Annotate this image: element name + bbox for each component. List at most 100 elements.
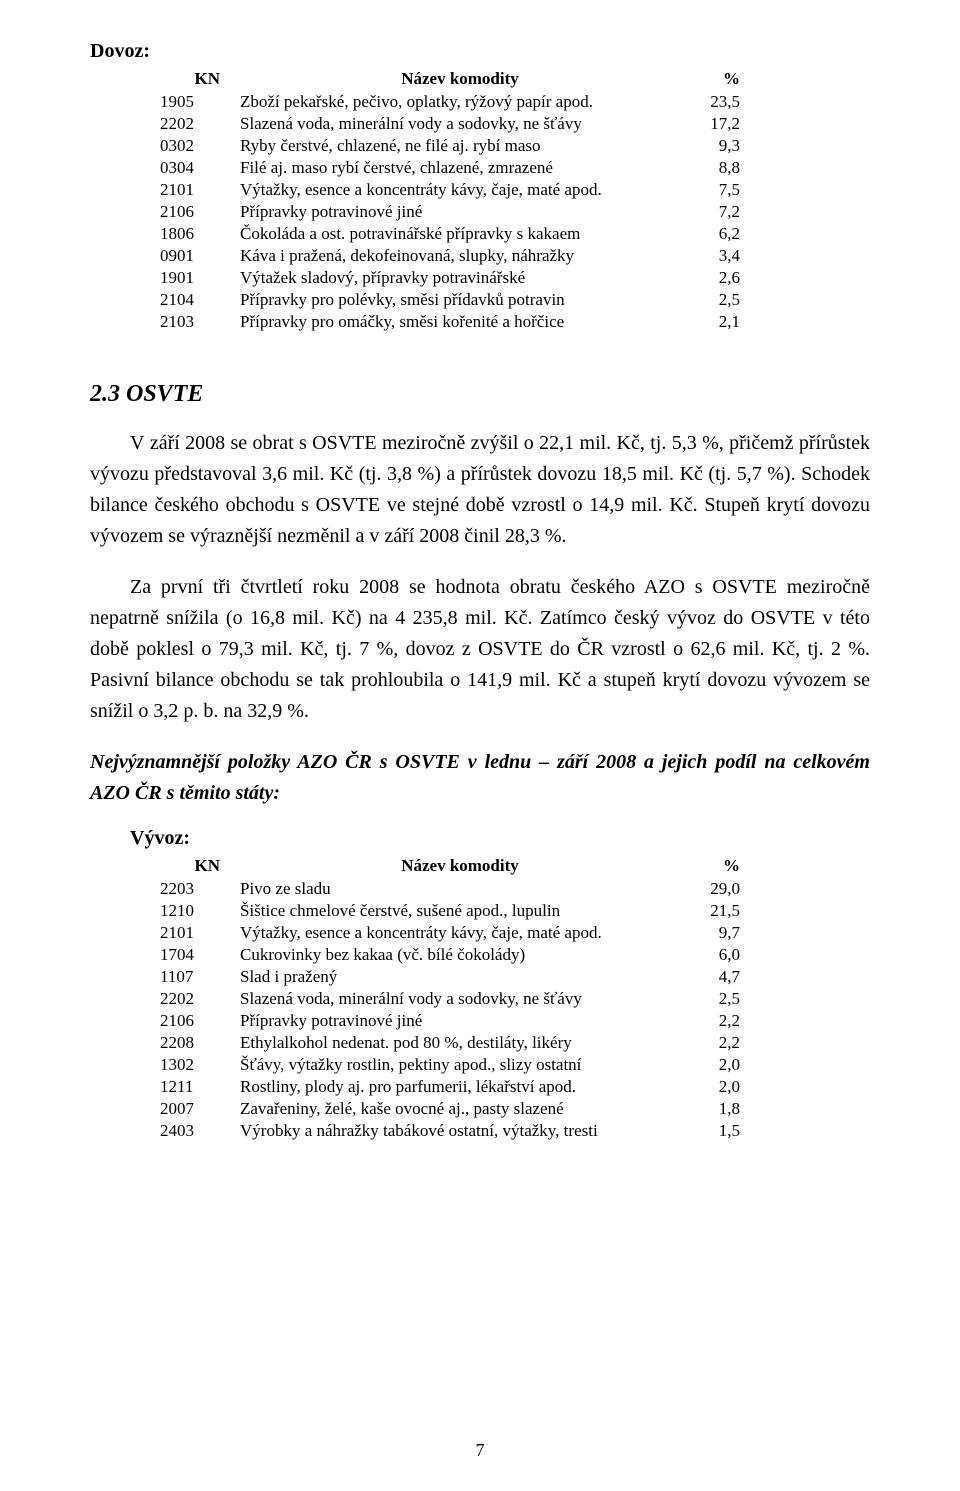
cell-name: Přípravky pro omáčky, směsi kořenité a h… [240, 311, 690, 333]
cell-name: Šištice chmelové čerstvé, sušené apod., … [240, 900, 690, 922]
table-row: 1806Čokoláda a ost. potravinářské přípra… [160, 223, 750, 245]
vyvoz-table: KN Název komodity % 2203Pivo ze sladu29,… [160, 854, 750, 1142]
cell-pct: 2,0 [690, 1054, 750, 1076]
col-kn: KN [160, 854, 240, 878]
cell-pct: 2,5 [690, 988, 750, 1010]
cell-name: Cukrovinky bez kakaa (vč. bílé čokolády) [240, 944, 690, 966]
cell-pct: 17,2 [690, 113, 750, 135]
page-number: 7 [90, 1440, 870, 1461]
table-row: 2202Slazená voda, minerální vody a sodov… [160, 988, 750, 1010]
cell-kn: 1704 [160, 944, 240, 966]
cell-kn: 2007 [160, 1098, 240, 1120]
table-row: 2007Zavařeniny, želé, kaše ovocné aj., p… [160, 1098, 750, 1120]
cell-name: Výtažek sladový, přípravky potravinářské [240, 267, 690, 289]
cell-kn: 0304 [160, 157, 240, 179]
cell-pct: 2,2 [690, 1032, 750, 1054]
cell-name: Přípravky potravinové jiné [240, 1010, 690, 1032]
dovoz-label: Dovoz: [90, 40, 870, 63]
cell-kn: 2101 [160, 922, 240, 944]
cell-kn: 2203 [160, 878, 240, 900]
cell-kn: 1107 [160, 966, 240, 988]
cell-pct: 1,8 [690, 1098, 750, 1120]
paragraph-2: Za první tři čtvrtletí roku 2008 se hodn… [90, 572, 870, 727]
cell-kn: 0901 [160, 245, 240, 267]
cell-kn: 2403 [160, 1120, 240, 1142]
cell-pct: 3,4 [690, 245, 750, 267]
cell-pct: 4,7 [690, 966, 750, 988]
table-row: 2101Výtažky, esence a koncentráty kávy, … [160, 922, 750, 944]
cell-kn: 1302 [160, 1054, 240, 1076]
cell-name: Zboží pekařské, pečivo, oplatky, rýžový … [240, 91, 690, 113]
cell-kn: 1210 [160, 900, 240, 922]
table-row: 1210Šištice chmelové čerstvé, sušené apo… [160, 900, 750, 922]
paragraph-1: V září 2008 se obrat s OSVTE meziročně z… [90, 428, 870, 552]
col-name: Název komodity [240, 854, 690, 878]
table-header-row: KN Název komodity % [160, 854, 750, 878]
cell-pct: 9,7 [690, 922, 750, 944]
cell-kn: 1806 [160, 223, 240, 245]
cell-name: Rostliny, plody aj. pro parfumerii, léka… [240, 1076, 690, 1098]
cell-pct: 2,2 [690, 1010, 750, 1032]
table-row: 2208Ethylalkohol nedenat. pod 80 %, dest… [160, 1032, 750, 1054]
cell-name: Slazená voda, minerální vody a sodovky, … [240, 113, 690, 135]
cell-pct: 8,8 [690, 157, 750, 179]
table-row: 1211Rostliny, plody aj. pro parfumerii, … [160, 1076, 750, 1098]
cell-name: Slad i pražený [240, 966, 690, 988]
table-row: 2106Přípravky potravinové jiné7,2 [160, 201, 750, 223]
cell-kn: 1905 [160, 91, 240, 113]
cell-name: Káva i pražená, dekofeinovaná, slupky, n… [240, 245, 690, 267]
cell-pct: 2,1 [690, 311, 750, 333]
table-row: 2101Výtažky, esence a koncentráty kávy, … [160, 179, 750, 201]
cell-pct: 29,0 [690, 878, 750, 900]
cell-kn: 2103 [160, 311, 240, 333]
table-row: 1905Zboží pekařské, pečivo, oplatky, rýž… [160, 91, 750, 113]
cell-name: Ethylalkohol nedenat. pod 80 %, destilát… [240, 1032, 690, 1054]
cell-name: Výtažky, esence a koncentráty kávy, čaje… [240, 922, 690, 944]
cell-pct: 23,5 [690, 91, 750, 113]
cell-name: Přípravky pro polévky, směsi přídavků po… [240, 289, 690, 311]
table-row: 0302Ryby čerstvé, chlazené, ne filé aj. … [160, 135, 750, 157]
table-header-row: KN Název komodity % [160, 67, 750, 91]
table-row: 2403Výrobky a náhražky tabákové ostatní,… [160, 1120, 750, 1142]
cell-kn: 2104 [160, 289, 240, 311]
cell-name: Čokoláda a ost. potravinářské přípravky … [240, 223, 690, 245]
cell-pct: 7,2 [690, 201, 750, 223]
cell-pct: 2,6 [690, 267, 750, 289]
table-row: 2104Přípravky pro polévky, směsi přídavk… [160, 289, 750, 311]
table-row: 0901Káva i pražená, dekofeinovaná, slupk… [160, 245, 750, 267]
table-row: 0304Filé aj. maso rybí čerstvé, chlazené… [160, 157, 750, 179]
col-name: Název komodity [240, 67, 690, 91]
col-kn: KN [160, 67, 240, 91]
table-row: 1302Šťávy, výtažky rostlin, pektiny apod… [160, 1054, 750, 1076]
table-row: 2103Přípravky pro omáčky, směsi kořenité… [160, 311, 750, 333]
table-row: 2202Slazená voda, minerální vody a sodov… [160, 113, 750, 135]
cell-pct: 2,0 [690, 1076, 750, 1098]
cell-pct: 1,5 [690, 1120, 750, 1142]
cell-pct: 6,0 [690, 944, 750, 966]
cell-name: Ryby čerstvé, chlazené, ne filé aj. rybí… [240, 135, 690, 157]
cell-kn: 2202 [160, 113, 240, 135]
cell-name: Filé aj. maso rybí čerstvé, chlazené, zm… [240, 157, 690, 179]
cell-name: Pivo ze sladu [240, 878, 690, 900]
table-row: 2203Pivo ze sladu29,0 [160, 878, 750, 900]
cell-kn: 2208 [160, 1032, 240, 1054]
cell-kn: 2106 [160, 201, 240, 223]
cell-name: Zavařeniny, želé, kaše ovocné aj., pasty… [240, 1098, 690, 1120]
section-heading: 2.3 OSVTE [90, 381, 870, 408]
cell-pct: 9,3 [690, 135, 750, 157]
cell-kn: 1211 [160, 1076, 240, 1098]
col-pct: % [690, 67, 750, 91]
table-row: 1901Výtažek sladový, přípravky potraviná… [160, 267, 750, 289]
cell-pct: 7,5 [690, 179, 750, 201]
cell-pct: 2,5 [690, 289, 750, 311]
dovoz-table: KN Název komodity % 1905Zboží pekařské, … [160, 67, 750, 333]
cell-name: Výrobky a náhražky tabákové ostatní, výt… [240, 1120, 690, 1142]
col-pct: % [690, 854, 750, 878]
table-row: 2106Přípravky potravinové jiné2,2 [160, 1010, 750, 1032]
cell-kn: 2106 [160, 1010, 240, 1032]
table-row: 1107Slad i pražený4,7 [160, 966, 750, 988]
table-row: 1704Cukrovinky bez kakaa (vč. bílé čokol… [160, 944, 750, 966]
cell-name: Slazená voda, minerální vody a sodovky, … [240, 988, 690, 1010]
cell-kn: 2101 [160, 179, 240, 201]
cell-name: Přípravky potravinové jiné [240, 201, 690, 223]
